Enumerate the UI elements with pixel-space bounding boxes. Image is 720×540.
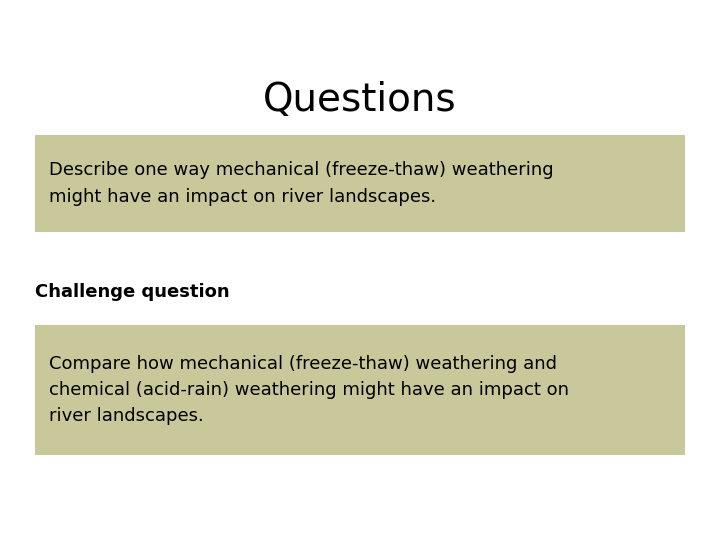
Text: Compare how mechanical (freeze-thaw) weathering and
chemical (acid-rain) weather: Compare how mechanical (freeze-thaw) wea… bbox=[50, 355, 570, 426]
FancyBboxPatch shape bbox=[35, 135, 685, 232]
Text: Describe one way mechanical (freeze-thaw) weathering
might have an impact on riv: Describe one way mechanical (freeze-thaw… bbox=[50, 161, 554, 206]
Text: Questions: Questions bbox=[264, 81, 456, 119]
Text: Challenge question: Challenge question bbox=[35, 283, 230, 301]
FancyBboxPatch shape bbox=[35, 325, 685, 455]
